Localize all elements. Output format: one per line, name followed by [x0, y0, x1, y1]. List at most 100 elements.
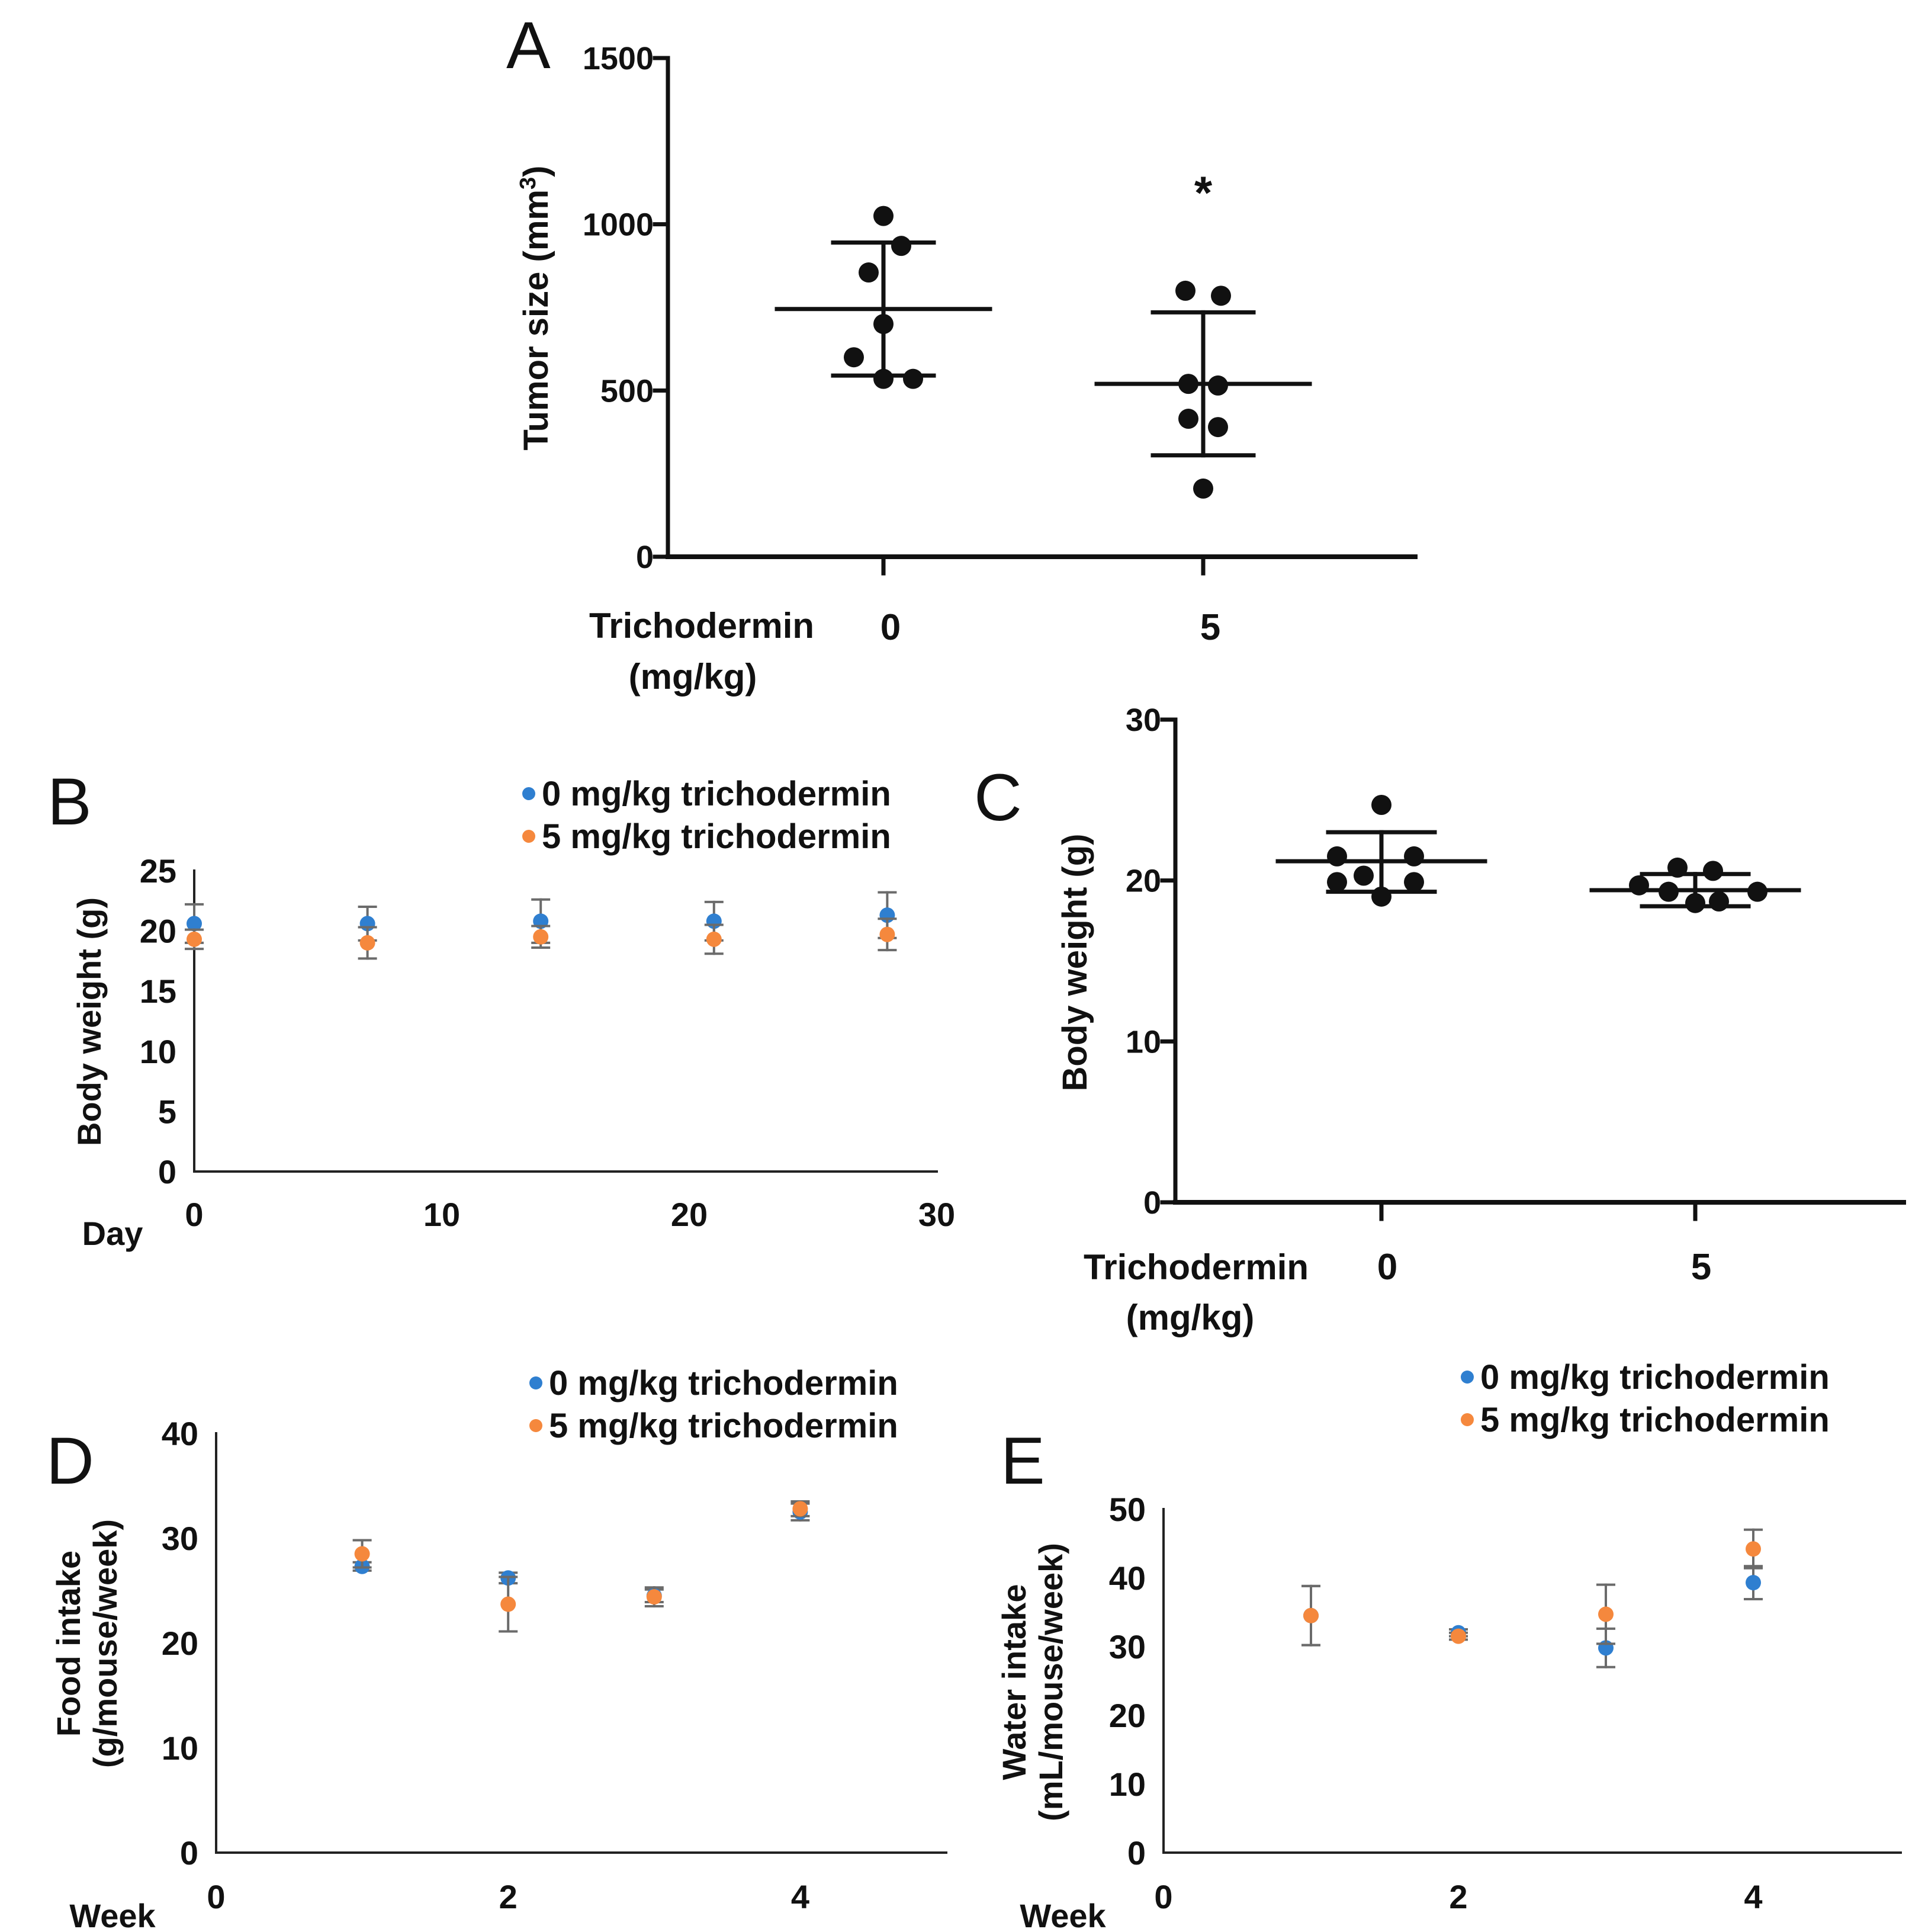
panel-a: A 0 500 1000 1500 Tumor size (mm3) Trichodermi…: [506, 8, 1418, 697]
data-point-c: [1703, 861, 1723, 881]
data-point-b: [533, 929, 549, 945]
data-point-b: [187, 916, 202, 932]
legend-label-e: 5 mg/kg trichodermin: [1480, 1401, 1830, 1439]
y-tick-label-c: 0: [1143, 1185, 1161, 1221]
legend-label-e: 0 mg/kg trichodermin: [1480, 1358, 1830, 1397]
panel-letter-c: C: [974, 760, 1022, 835]
y-tick-label-e: 20: [1109, 1697, 1146, 1734]
data-point-c: [1685, 893, 1705, 913]
y-axis-label-b: Body weight (g): [70, 897, 108, 1146]
y-tick-label-d: 0: [180, 1834, 198, 1872]
data-point-c: [1629, 875, 1649, 896]
data-point-a: [1193, 478, 1213, 499]
data-point-c: [1709, 891, 1729, 912]
y-tick-label-d: 30: [162, 1520, 198, 1557]
panel-letter-a: A: [506, 8, 551, 82]
legend-label-d: 0 mg/kg trichodermin: [549, 1364, 898, 1403]
legend-marker-b: [522, 787, 535, 800]
data-point-a: [1175, 280, 1196, 301]
y-axis-label-line1-d: Food intake: [50, 1551, 87, 1737]
x-tick-label-e: 0: [1154, 1878, 1172, 1915]
x-axis-label-line2-c: (mg/kg): [1126, 1298, 1255, 1337]
y-tick-label-a: 1000: [583, 207, 654, 243]
data-point-a: [844, 347, 864, 368]
data-point-a: [1211, 285, 1231, 306]
data-point-a: [1208, 375, 1228, 396]
y-tick-label-b: 15: [140, 973, 176, 1010]
legend-label-b: 0 mg/kg trichodermin: [542, 775, 891, 813]
data-point-c: [1404, 872, 1424, 893]
x-tick-label-a: 0: [880, 607, 901, 648]
data-point-a: [873, 314, 894, 335]
x-tick-label-e: 2: [1449, 1878, 1467, 1915]
x-tick-label-c: 0: [1377, 1247, 1397, 1288]
panel-letter-d: D: [46, 1424, 94, 1498]
legend-label-b: 5 mg/kg trichodermin: [542, 817, 891, 856]
y-tick-label-e: 50: [1109, 1491, 1146, 1528]
panel-c: C 0 10 20 30 Body weight (g) Trichodermin (mg/k…: [974, 702, 1906, 1337]
legend-marker-d: [529, 1376, 542, 1389]
y-axis-label-superscript: 3: [516, 177, 541, 190]
y-tick-label-c: 20: [1126, 864, 1161, 899]
data-point-c: [1354, 865, 1374, 886]
y-tick-label-c: 30: [1126, 702, 1161, 738]
y-axis-label-line2-e: (mL/mouse/week): [1032, 1543, 1069, 1821]
y-tick-label-c: 10: [1126, 1024, 1161, 1060]
legend-label-d: 5 mg/kg trichodermin: [549, 1407, 898, 1445]
y-tick-label-b: 0: [158, 1153, 176, 1190]
data-point-a: [859, 262, 879, 283]
data-point-e: [1598, 1606, 1614, 1622]
data-point-c: [1404, 846, 1424, 866]
y-axis-label-c: Body weight (g): [1056, 834, 1094, 1092]
y-tick-label-e: 30: [1109, 1628, 1146, 1665]
panel-letter-e: E: [1001, 1424, 1045, 1498]
y-tick-label-b: 10: [140, 1033, 176, 1070]
data-point-e: [1746, 1541, 1761, 1557]
y-axis-label-close: ): [517, 166, 555, 177]
data-point-d: [354, 1546, 370, 1562]
data-point-b: [187, 931, 202, 947]
x-axis-label-line1-a: Trichodermin: [589, 606, 814, 646]
x-tick-label-b: 20: [671, 1196, 708, 1233]
data-point-b: [879, 926, 895, 942]
panel-e: E 0 10 20 30 40 50 0 2 4 Week Water intake (mL/mouse…: [995, 1358, 1902, 1932]
x-tick-label-d: 0: [207, 1878, 225, 1915]
data-point-a: [873, 368, 894, 389]
data-point-c: [1371, 794, 1391, 815]
data-point-c: [1747, 881, 1767, 902]
x-tick-label-b: 10: [423, 1196, 460, 1233]
x-tick-label-a: 5: [1200, 607, 1220, 648]
y-tick-label-e: 40: [1109, 1559, 1146, 1597]
x-tick-label-b: 0: [185, 1196, 203, 1233]
x-tick-label-e: 4: [1744, 1878, 1762, 1915]
data-point-c: [1667, 857, 1688, 878]
x-tick-label-d: 2: [499, 1878, 518, 1915]
data-point-e: [1746, 1575, 1761, 1591]
data-point-e: [1451, 1628, 1466, 1644]
panel-b: B 0 5 10 15 20 25 0 10 20 30 Day Body weight (g) 0 mg…: [47, 765, 955, 1252]
data-point-d: [500, 1596, 516, 1612]
y-axis-label-line2-d: (g/mouse/week): [86, 1519, 124, 1768]
data-point-d: [792, 1501, 808, 1517]
x-axis-label-line1-c: Trichodermin: [1084, 1247, 1309, 1287]
data-point-c: [1327, 872, 1347, 893]
y-tick-label-d: 40: [162, 1415, 198, 1452]
panel-letter-b: B: [47, 765, 92, 839]
y-tick-label-e: 0: [1127, 1834, 1146, 1872]
data-point-b: [706, 931, 722, 947]
data-point-a: [1208, 417, 1228, 438]
data-point-a: [903, 368, 923, 389]
y-tick-label-b: 5: [158, 1093, 176, 1130]
data-point-a: [1178, 374, 1198, 394]
data-point-c: [1371, 886, 1391, 907]
y-axis-label-line1-e: Water intake: [995, 1584, 1033, 1780]
data-point-a: [873, 206, 894, 226]
panel-d: D 0 10 20 30 40 0 2 4 Week Food intake (g/mouse/wee…: [46, 1364, 947, 1932]
legend-marker-e: [1461, 1371, 1474, 1384]
y-tick-label-b: 25: [140, 852, 176, 890]
data-point-a: [891, 236, 911, 256]
data-point-d: [646, 1589, 662, 1605]
x-tick-label-b: 30: [918, 1196, 955, 1233]
data-point-e: [1303, 1607, 1319, 1623]
